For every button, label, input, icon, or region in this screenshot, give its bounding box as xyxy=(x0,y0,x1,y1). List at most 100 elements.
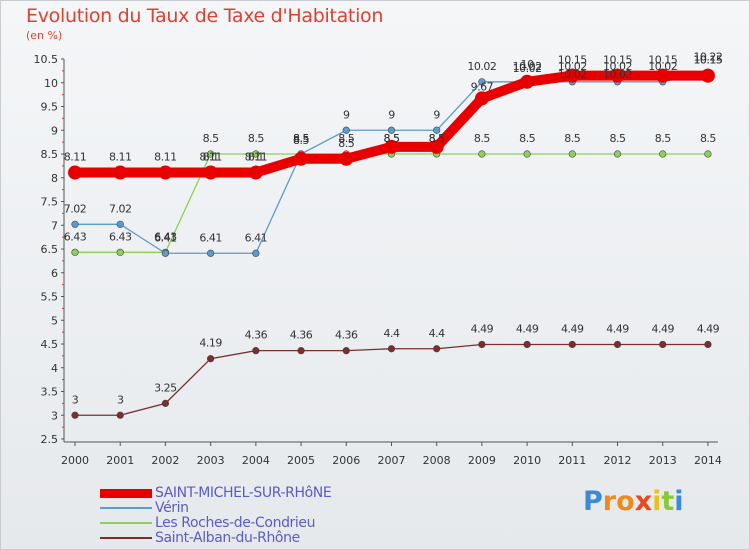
data-label: 9 xyxy=(433,108,440,121)
data-label: 8.5 xyxy=(564,132,580,145)
logo-letter: P xyxy=(583,486,603,517)
legend-label: Les Roches-de-Condrieu xyxy=(155,515,316,531)
y-tick-label: 6 xyxy=(51,267,58,280)
data-label-overlap: 10.02 xyxy=(603,68,632,81)
data-label-overlap: 8.5 xyxy=(383,132,399,145)
data-point xyxy=(568,340,576,349)
data-point xyxy=(704,340,712,349)
data-label: 8.5 xyxy=(519,132,535,145)
data-point xyxy=(71,411,79,419)
data-point xyxy=(161,249,170,257)
y-tick-label: 7.5 xyxy=(41,196,59,209)
data-point xyxy=(700,68,715,83)
data-point xyxy=(116,248,124,256)
data-label: 4.4 xyxy=(383,327,399,340)
data-label: 4.49 xyxy=(561,322,584,335)
data-point xyxy=(384,139,399,154)
data-point xyxy=(161,399,170,407)
data-label-overlap: 8.5 xyxy=(293,134,309,147)
data-point xyxy=(387,345,396,353)
data-point xyxy=(342,347,350,355)
data-label: 8.11 xyxy=(199,151,222,164)
data-label: 8.11 xyxy=(109,151,132,164)
data-label: 10.22 xyxy=(693,50,722,63)
x-tick-label: 2007 xyxy=(377,454,405,467)
y-tick-label: 10 xyxy=(44,77,58,90)
data-label: 3 xyxy=(117,393,124,406)
data-label: 8.5 xyxy=(700,132,716,145)
x-tick-label: 2014 xyxy=(694,454,722,467)
x-tick-label: 2005 xyxy=(287,454,315,467)
data-point xyxy=(248,165,263,180)
legend-label: Vérin xyxy=(155,500,189,516)
x-tick-label: 2006 xyxy=(332,454,360,467)
legend-swatch xyxy=(100,488,152,498)
data-point xyxy=(613,340,622,349)
x-tick-label: 2002 xyxy=(151,454,179,467)
data-label: 6.41 xyxy=(245,231,268,244)
data-point xyxy=(655,68,670,83)
data-label: 4.49 xyxy=(697,322,720,335)
data-label: 4.19 xyxy=(199,337,222,350)
data-label: 4.4 xyxy=(429,327,445,340)
data-label: 8.5 xyxy=(293,132,309,145)
data-label: 6.41 xyxy=(199,231,222,244)
legend-swatch xyxy=(100,522,152,524)
x-tick-label: 2000 xyxy=(61,454,89,467)
y-tick-label: 9 xyxy=(51,124,58,137)
legend-swatch xyxy=(100,537,152,539)
data-label: 8.11 xyxy=(245,151,268,164)
x-tick-label: 2008 xyxy=(423,454,451,467)
x-tick-label: 2013 xyxy=(649,454,677,467)
data-point xyxy=(387,126,396,134)
data-point xyxy=(478,340,486,349)
data-label-overlap: 8.5 xyxy=(429,132,445,145)
data-point xyxy=(207,150,215,158)
y-tick-label: 4.5 xyxy=(41,338,59,351)
data-label: 8.11 xyxy=(154,151,177,164)
x-tick-label: 2003 xyxy=(197,454,225,467)
data-label: 4.36 xyxy=(290,329,313,342)
y-tick-label: 5 xyxy=(51,314,58,327)
data-label: 8.5 xyxy=(474,132,490,145)
data-label: 7.02 xyxy=(64,202,87,215)
data-label: 9 xyxy=(388,108,395,121)
data-point xyxy=(113,165,128,180)
data-label-overlap: 10.02 xyxy=(513,62,542,75)
y-tick-label: 4 xyxy=(51,362,58,375)
data-label: 10.02 xyxy=(558,60,587,73)
data-point xyxy=(568,150,576,158)
data-label: 4.49 xyxy=(471,322,494,335)
data-label-overlap: 10.15 xyxy=(693,54,722,67)
data-label: 6.43 xyxy=(64,230,87,243)
y-tick-label: 5.5 xyxy=(41,291,59,304)
data-point xyxy=(704,150,712,158)
y-tick-label: 10.5 xyxy=(34,53,59,66)
x-tick-label: 2011 xyxy=(558,454,586,467)
chart-title: Evolution du Taux de Taxe d'Habitation xyxy=(26,5,384,27)
data-label-overlap: 9.67 xyxy=(471,80,494,93)
data-label: 6.41 xyxy=(154,231,177,244)
legend-label: Saint-Alban-du-Rhône xyxy=(155,530,300,546)
data-point xyxy=(613,150,622,158)
data-point xyxy=(433,126,441,134)
logo-letter: i xyxy=(674,486,684,517)
data-label-overlap: 10.02 xyxy=(558,68,587,81)
data-point xyxy=(71,248,79,256)
y-tick-label: 8.5 xyxy=(41,148,59,161)
data-point xyxy=(523,150,531,158)
data-label: 4.36 xyxy=(245,329,268,342)
logo-letter: o xyxy=(616,486,635,517)
data-label: 8.11 xyxy=(64,151,87,164)
data-point xyxy=(294,151,309,166)
logo-letter: x xyxy=(634,486,653,517)
data-point xyxy=(523,340,531,349)
data-point xyxy=(252,249,260,257)
data-point xyxy=(71,220,79,228)
logo-letter: r xyxy=(602,486,617,517)
data-label: 6.43 xyxy=(154,230,177,243)
data-point xyxy=(342,126,350,134)
chart-unit: (en %) xyxy=(26,29,63,42)
data-label: 4.49 xyxy=(606,322,629,335)
